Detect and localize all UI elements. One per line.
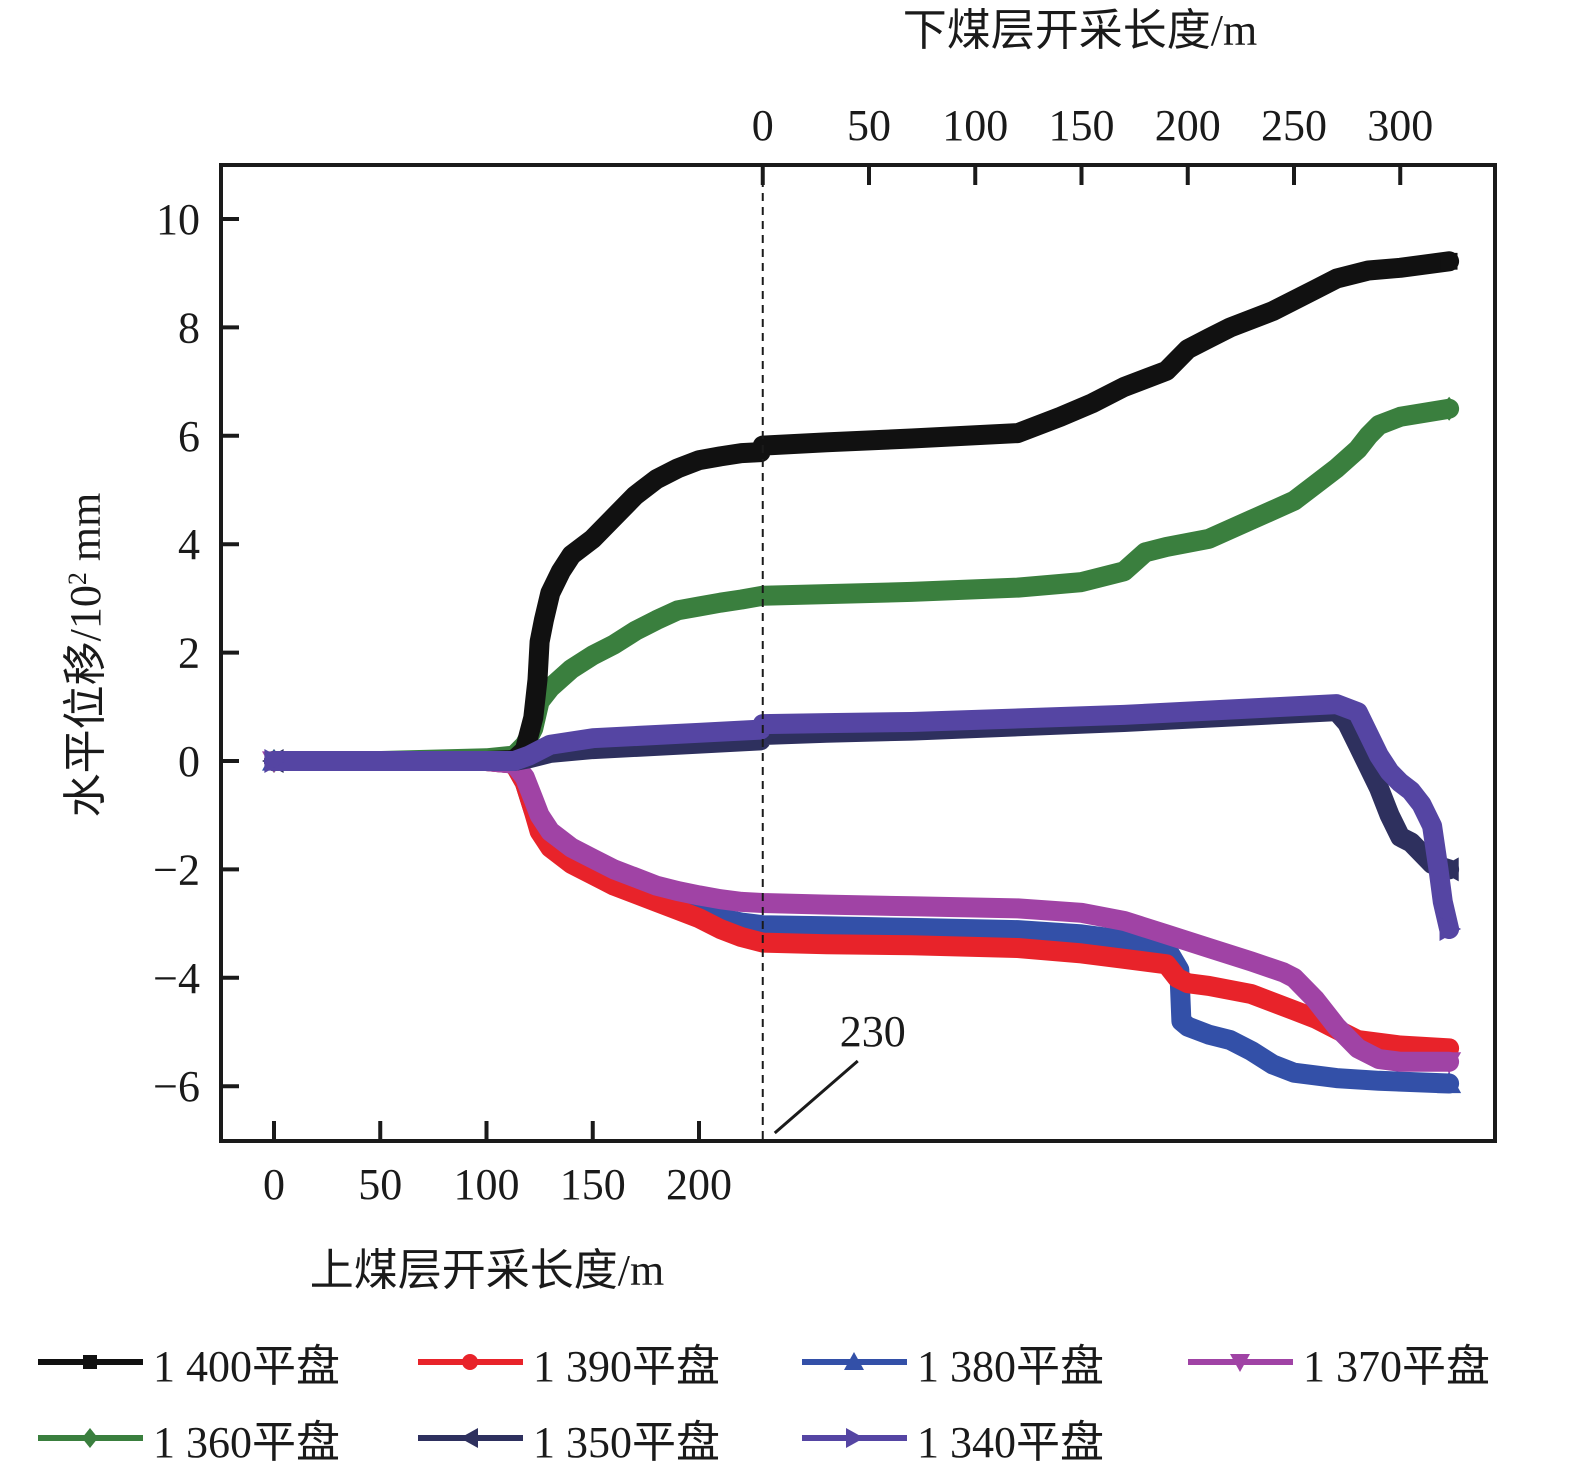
series-line-1350平盘 bbox=[264, 701, 1460, 880]
divider-annotation-label: 230 bbox=[840, 1007, 906, 1056]
top-x-axis-ticks: 0 50 100 150 200 250 300 bbox=[752, 101, 1433, 185]
y-tick-label: 2 bbox=[178, 629, 200, 678]
legend-marker-icon bbox=[846, 1428, 864, 1448]
series-marker bbox=[1437, 1052, 1462, 1074]
legend-marker-icon bbox=[83, 1355, 97, 1369]
legend-item: 1 340平盘 bbox=[802, 1408, 1104, 1468]
legend-marker-icon bbox=[462, 1354, 478, 1370]
legend-item: 1 390平盘 bbox=[418, 1332, 720, 1392]
series-line-1370平盘 bbox=[264, 751, 1460, 1072]
legend: 1 400平盘 1 390平盘 1 380平盘 1 370平盘 1 360平盘 1 350… bbox=[0, 1320, 1575, 1470]
top-x-axis-title: 下煤层开采长度/m bbox=[903, 6, 1257, 55]
legend-swatch bbox=[418, 1354, 523, 1370]
top-x-tick-label: 100 bbox=[942, 101, 1008, 150]
top-x-tick-label: 250 bbox=[1261, 101, 1327, 150]
legend-label: 1 350平盘 bbox=[533, 1418, 720, 1467]
top-x-tick-label: 200 bbox=[1155, 101, 1221, 150]
bottom-x-axis-title: 上煤层开采长度/m bbox=[310, 1246, 664, 1295]
y-tick-label: 8 bbox=[178, 303, 200, 352]
bottom-x-axis-ticks: 0 50 100 150 200 bbox=[263, 1121, 732, 1209]
series-line-1340平盘 bbox=[264, 694, 1460, 939]
legend-swatch bbox=[802, 1352, 907, 1370]
legend-item: 1 370平盘 bbox=[1188, 1332, 1490, 1392]
series-marker bbox=[1440, 252, 1458, 270]
y-axis-title-unit: mm bbox=[61, 493, 110, 572]
legend-item: 1 400平盘 bbox=[38, 1332, 340, 1392]
series-line-1400平盘 bbox=[264, 251, 1460, 771]
top-x-tick-label: 50 bbox=[847, 101, 891, 150]
legend-swatch bbox=[802, 1428, 907, 1448]
series-marker bbox=[1439, 917, 1462, 942]
plot-frame bbox=[219, 163, 1497, 1143]
legend-label: 1 380平盘 bbox=[917, 1342, 1104, 1391]
top-x-tick-label: 150 bbox=[1049, 101, 1115, 150]
bottom-x-tick-label: 150 bbox=[560, 1160, 626, 1209]
y-tick-label: 0 bbox=[178, 737, 200, 786]
legend-swatch bbox=[1188, 1354, 1293, 1372]
y-axis-title: 水平位移/102 mm bbox=[61, 493, 110, 818]
divider-annotation-leader bbox=[773, 1059, 859, 1135]
y-tick-label: 10 bbox=[156, 195, 200, 244]
legend-marker-icon bbox=[460, 1428, 478, 1448]
y-tick-label: 4 bbox=[178, 520, 200, 569]
top-x-tick-label: 300 bbox=[1367, 101, 1433, 150]
series-marker bbox=[264, 749, 286, 773]
legend-marker-icon bbox=[1230, 1354, 1250, 1372]
y-tick-label: 6 bbox=[178, 412, 200, 461]
bottom-x-tick-label: 50 bbox=[358, 1160, 402, 1209]
y-tick-label: −2 bbox=[153, 845, 200, 894]
legend-item: 1 350平盘 bbox=[418, 1408, 720, 1468]
series-marker bbox=[1439, 396, 1459, 421]
legend-label: 1 340平盘 bbox=[917, 1418, 1104, 1467]
legend-item: 1 380平盘 bbox=[802, 1332, 1104, 1392]
bottom-x-tick-label: 0 bbox=[263, 1160, 285, 1209]
top-x-tick-label: 0 bbox=[752, 101, 774, 150]
bottom-x-tick-label: 100 bbox=[454, 1160, 520, 1209]
legend-marker-icon bbox=[844, 1352, 864, 1370]
y-axis-ticks: −6 −4 −2 0 2 4 6 8 10 bbox=[153, 195, 239, 1111]
legend-label: 1 390平盘 bbox=[533, 1342, 720, 1391]
series-group bbox=[262, 251, 1462, 1094]
series-marker bbox=[1437, 1071, 1462, 1094]
legend-item: 1 360平盘 bbox=[38, 1408, 340, 1468]
legend-marker-icon bbox=[82, 1428, 98, 1448]
y-axis-title-main: 水平位移/10 bbox=[61, 585, 110, 817]
legend-swatch bbox=[418, 1428, 523, 1448]
y-tick-label: −6 bbox=[153, 1062, 200, 1111]
legend-label: 1 370平盘 bbox=[1303, 1342, 1490, 1391]
legend-swatch bbox=[38, 1355, 143, 1369]
bottom-x-tick-label: 200 bbox=[666, 1160, 732, 1209]
y-axis-title-sup: 2 bbox=[63, 572, 92, 585]
chart-svg: 下煤层开采长度/m 0 50 100 150 200 250 300 水平位移/102 mm… bbox=[61, 6, 1497, 1295]
legend-swatch bbox=[38, 1428, 143, 1448]
y-tick-label: −4 bbox=[153, 954, 200, 1003]
legend-label: 1 360平盘 bbox=[153, 1418, 340, 1467]
legend-label: 1 400平盘 bbox=[153, 1342, 340, 1391]
